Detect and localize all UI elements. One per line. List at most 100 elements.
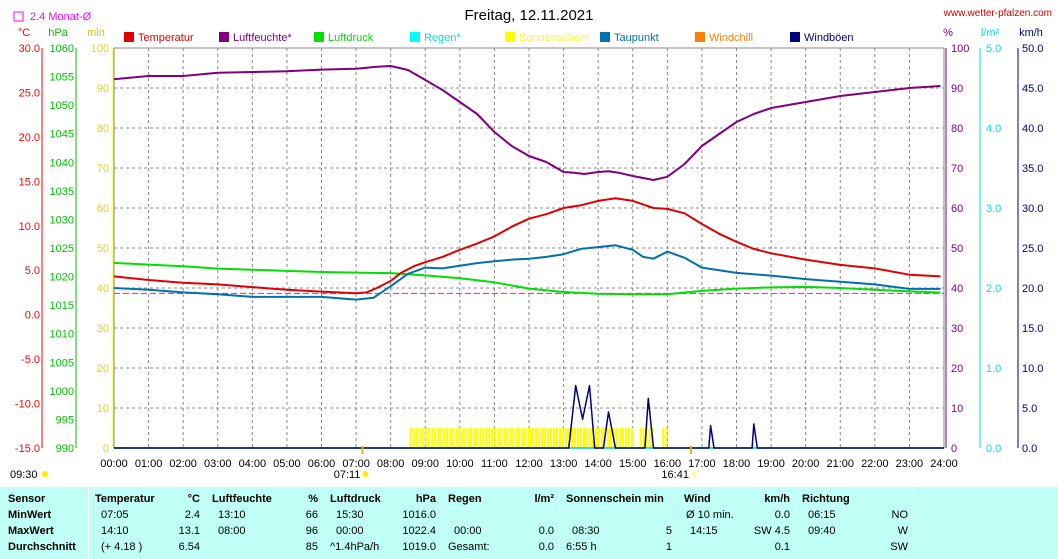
sunshine-bar (648, 428, 651, 448)
sunshine-bar (428, 428, 431, 448)
axis-tick: 990 (56, 443, 74, 455)
sunshine-bar (449, 428, 452, 448)
legend-label: Windböen (804, 32, 854, 44)
sunset-time: 16:41 (661, 469, 689, 481)
stats-avg-value: 1 (665, 541, 672, 553)
axis-tick: 30 (97, 323, 109, 335)
time-tick: 17:00 (688, 458, 716, 470)
stats-col-title: Luftfeuchte (212, 493, 272, 505)
sunshine-bar (639, 428, 642, 448)
sunshine-bar (556, 428, 558, 448)
stats-label-column: Sensor MinWert MaxWert Durchschnitt (0, 487, 88, 559)
sunshine-bar (665, 428, 668, 448)
axis-tick: 40 (951, 283, 963, 295)
sunset-icon (690, 471, 697, 477)
axis-tick: -5.0 (21, 354, 40, 366)
sunshine-bar (437, 428, 440, 448)
chart-title: Freitag, 12.11.2021 (465, 7, 594, 24)
website-label: www.wetter-pfalzen.com (943, 8, 1052, 19)
stats-avg-note: Gesamt: (448, 541, 490, 553)
stats-max-value: SW 4.5 (753, 525, 790, 537)
axis-tick: 20 (951, 363, 963, 375)
time-tick: 02:00 (169, 458, 197, 470)
stats-avg-value: 1019.0 (402, 541, 436, 553)
axis-tick: 20 (97, 363, 109, 375)
axis-tick: 5.0 (25, 265, 40, 277)
axis-tick: 1030 (50, 214, 74, 226)
sunshine-bar (601, 428, 603, 448)
axis-tick: 0.0 (986, 443, 1001, 455)
legend-swatch-0 (124, 32, 134, 42)
legend-label: Temperatur (138, 32, 194, 44)
axis-tick: 995 (56, 414, 74, 426)
time-tick: 05:00 (273, 458, 301, 470)
axis-tick: 60 (97, 203, 109, 215)
series-line-luftdruck (113, 261, 941, 296)
sunshine-bar (515, 428, 518, 448)
sunshine-bar (553, 428, 555, 448)
axis-tick: 5.0 (1022, 403, 1037, 415)
time-tick: 22:00 (861, 458, 889, 470)
legend-swatch-3 (410, 32, 420, 42)
time-tick: 19:00 (757, 458, 785, 470)
axis-tick: 70 (97, 163, 109, 175)
time-tick: 16:00 (654, 458, 682, 470)
axis-tick: 80 (951, 123, 963, 135)
series-line-temperatur (113, 197, 941, 295)
axis-tick: 80 (97, 123, 109, 135)
sunshine-bar (529, 428, 531, 448)
stats-min-time: 06:15 (808, 509, 836, 521)
sunshine-bar (559, 428, 561, 448)
axis-tick: 0.0 (1022, 443, 1037, 455)
axis-tick: 20.0 (1022, 283, 1043, 295)
stats-max-time: 00:00 (336, 525, 364, 537)
stats-max-value: 5 (665, 525, 672, 537)
sunshine-bar (512, 428, 515, 448)
stats-avg-note: 6:55 h (566, 541, 597, 553)
sunshine-bar (541, 428, 543, 448)
axis-tick: 25.0 (1022, 243, 1043, 255)
sunshine-bar (544, 428, 546, 448)
legend-label: Sonnenschein (519, 32, 589, 44)
sunshine-bar (434, 428, 437, 448)
sunshine-bar (425, 428, 428, 448)
axis-tick: 5.0 (986, 43, 1001, 55)
axis-tick: 70 (951, 163, 963, 175)
stats-min-value: NO (891, 509, 909, 521)
sunshine-bar (509, 428, 512, 448)
axis-tick: 10.0 (19, 221, 40, 233)
time-tick: 21:00 (826, 458, 854, 470)
stats-avg-value: 0.1 (774, 541, 790, 553)
stats-col-temperature: Temperatur °C 07:05 2.4 14:10 13.1 (+ 4.… (88, 487, 206, 559)
stats-col-unit: hPa (415, 493, 436, 505)
sunshine-bar (431, 428, 434, 448)
sunshine-bar (443, 428, 446, 448)
time-tick: 04:00 (239, 458, 267, 470)
stats-max-value: 13.1 (178, 525, 200, 537)
stats-avg-value: 85 (305, 541, 318, 553)
sunshine-bar (577, 428, 579, 448)
axis-tick: 30 (951, 323, 963, 335)
sunshine-bar (409, 428, 412, 448)
stats-row-label-avg: Durchschnitt (8, 541, 76, 553)
stats-col-empty (913, 487, 1058, 559)
sunshine-bar (500, 428, 503, 448)
time-tick: 01:00 (135, 458, 163, 470)
axis-tick: 1010 (50, 329, 74, 341)
axis-tick: 30.0 (1022, 203, 1043, 215)
stats-max-value: W (897, 525, 908, 537)
axis-tick: 50 (97, 243, 109, 255)
axis-tick: 25.0 (19, 87, 40, 99)
sunshine-bar (538, 428, 540, 448)
sunshine-bar (473, 428, 476, 448)
axis-tick: 3.0 (986, 203, 1001, 215)
stats-row-label-min: MinWert (8, 509, 52, 521)
stats-table: Sensor MinWert MaxWert Durchschnitt Temp… (0, 487, 1058, 559)
stats-col-pressure: Luftdruck hPa 15:30 1016.0 00:00 1022.4 … (323, 487, 442, 559)
axis-tick: 20.0 (19, 132, 40, 144)
sunshine-bar (415, 428, 418, 448)
stats-avg-value: 6.54 (178, 541, 200, 553)
axis-tick: 40.0 (1022, 123, 1043, 135)
sunshine-bar (464, 428, 467, 448)
axis-tick: 0.0 (25, 310, 40, 322)
